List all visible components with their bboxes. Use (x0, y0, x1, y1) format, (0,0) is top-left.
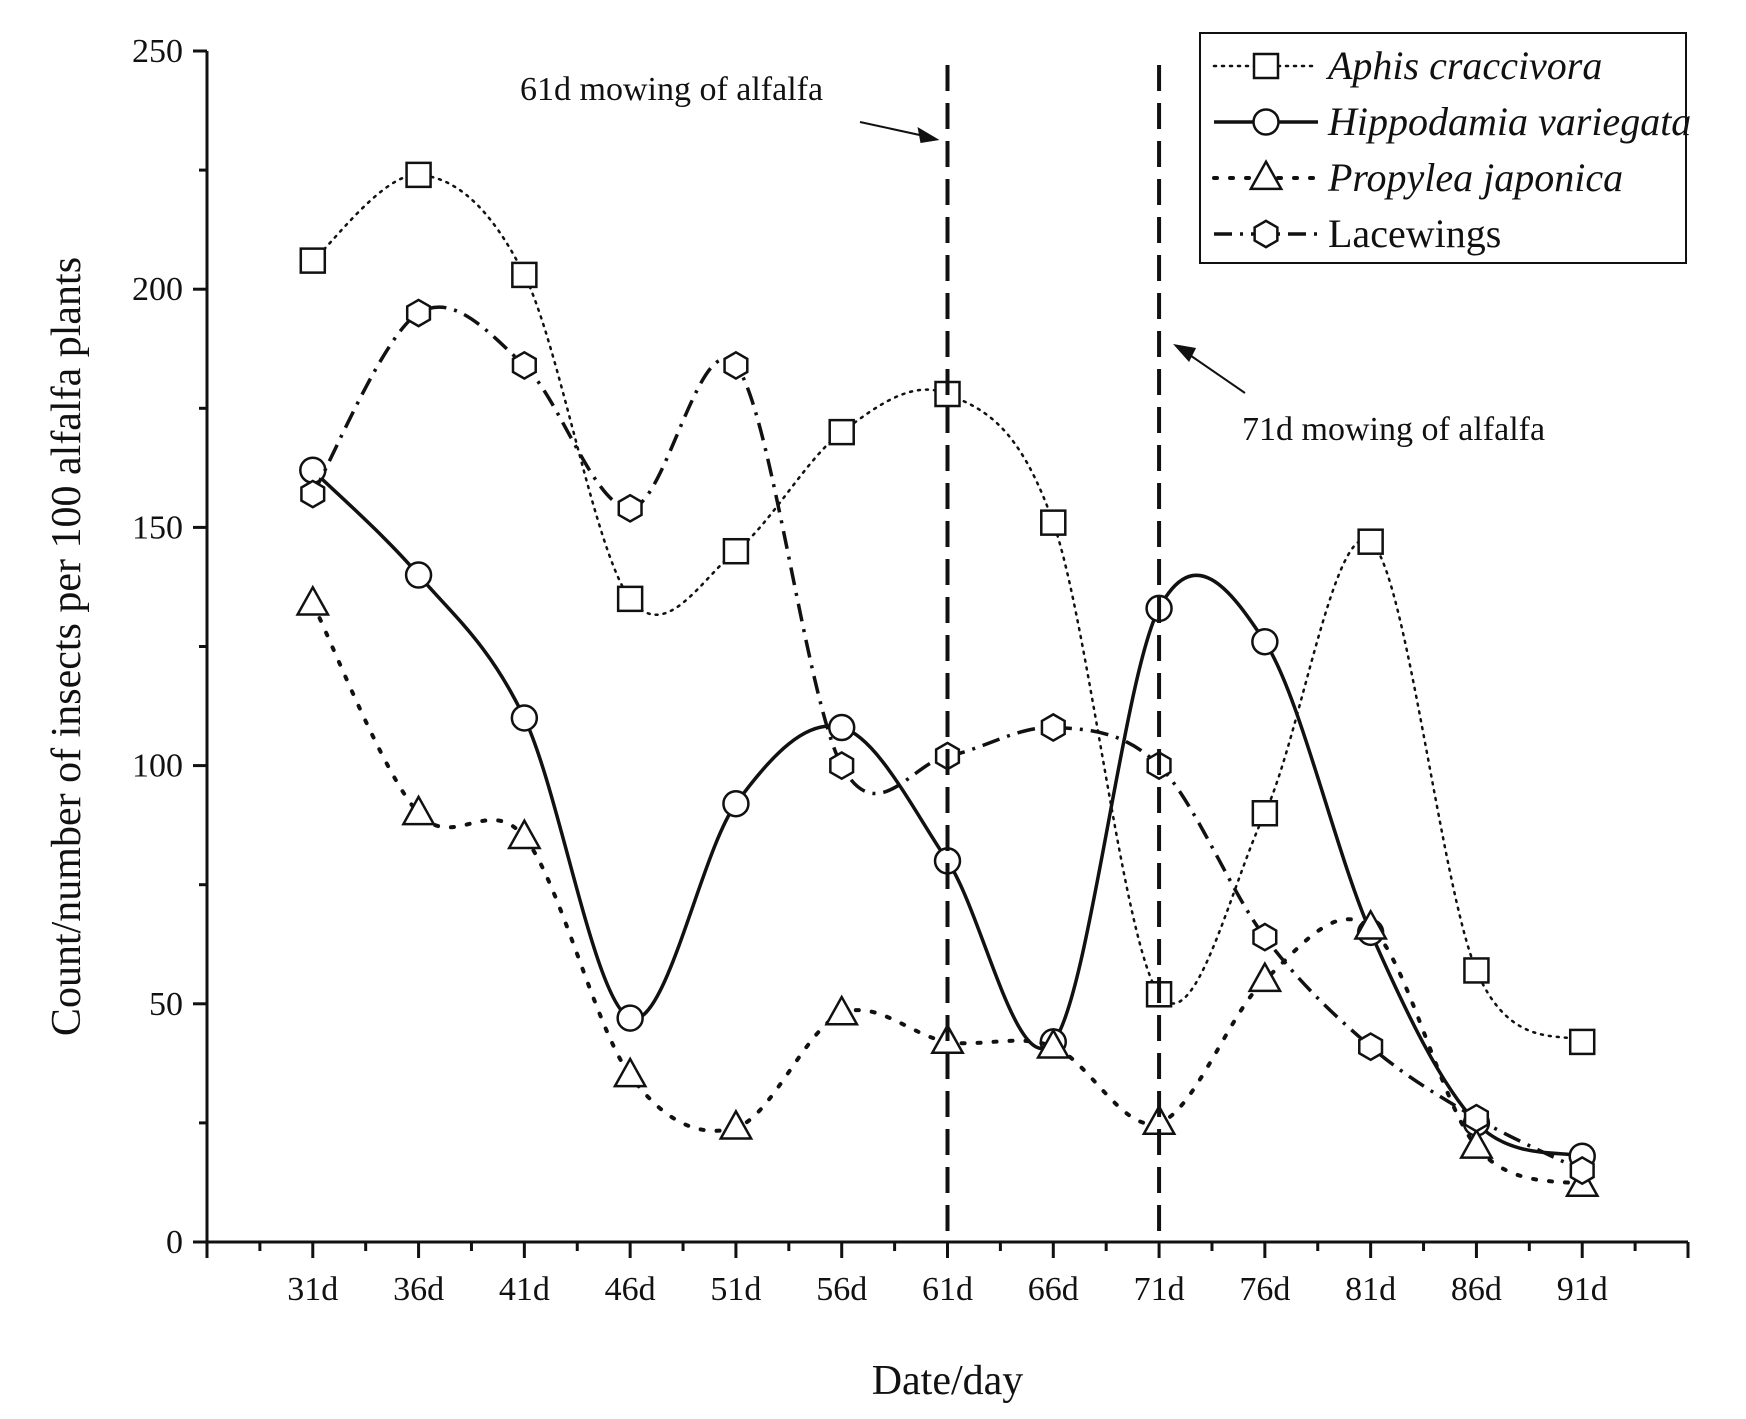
x-tick-label: 51d (710, 1271, 761, 1308)
x-tick-label: 66d (1028, 1271, 1079, 1308)
data-point-lacewings (1463, 1103, 1490, 1133)
data-point-lacewings (617, 493, 643, 523)
x-tick-label: 41d (499, 1271, 550, 1308)
data-point-aphis-craccivora (299, 247, 327, 274)
data-point-aphis-craccivora (1357, 528, 1384, 555)
data-point-aphis-craccivora (511, 261, 538, 289)
legend-label-propylea-japonica: Propylea japonica (1327, 155, 1623, 200)
data-point-propylea-japonica (401, 794, 436, 826)
data-point-hippodamia-variegata (827, 713, 856, 742)
data-point-propylea-japonica (824, 994, 860, 1026)
data-point-lacewings (829, 751, 855, 781)
data-point-lacewings (300, 479, 326, 509)
x-axis-title: Date/day (872, 1358, 1024, 1404)
annotation-label: 71d mowing of alfalfa (1242, 411, 1545, 448)
data-point-aphis-craccivora (1568, 1028, 1596, 1056)
legend-marker-aphis-craccivora (1252, 52, 1280, 80)
x-tick-label: 61d (922, 1271, 973, 1308)
x-tick-label: 46d (605, 1271, 656, 1308)
data-point-lacewings (723, 350, 749, 380)
data-point-lacewings (405, 298, 432, 328)
annotations: 61d mowing of alfalfa 71d mowing of alfal… (520, 65, 1545, 1242)
x-tick-label: 31d (287, 1271, 338, 1308)
data-point-propylea-japonica (507, 818, 542, 850)
data-point-hippodamia-variegata (404, 561, 433, 589)
data-point-hippodamia-variegata (616, 1004, 644, 1032)
x-tick-label: 91d (1557, 1271, 1608, 1308)
x-tick-label: 81d (1345, 1271, 1396, 1308)
data-point-propylea-japonica (612, 1056, 648, 1088)
x-tick-label: 71d (1134, 1271, 1185, 1308)
data-point-lacewings (1569, 1155, 1595, 1186)
data-point-aphis-craccivora (1463, 957, 1490, 984)
y-tick-label: 100 (132, 748, 183, 785)
legend-marker-propylea-japonica (1248, 159, 1284, 191)
data-point-hippodamia-variegata (1251, 628, 1279, 656)
data-point-propylea-japonica (1035, 1027, 1071, 1059)
axes: 0 50 100 150 200 250 31d 36d 41d 46d 51d 56d 61d 66d 7… (44, 33, 1690, 1404)
data-point-aphis-craccivora (1251, 799, 1279, 827)
data-point-lacewings (511, 350, 537, 380)
y-axis-title: Count/number of insects per 100 alfalfa … (44, 257, 90, 1036)
data-point-propylea-japonica (295, 584, 331, 616)
legend-box (1199, 32, 1687, 264)
legend: Aphis craccivora Hippodamia variegata Prop… (1199, 32, 1691, 264)
y-tick-label: 50 (149, 986, 183, 1023)
data-point-aphis-craccivora (616, 585, 644, 613)
data-point-lacewings (1040, 712, 1066, 743)
legend-label-aphis-craccivora: Aphis craccivora (1325, 43, 1602, 88)
x-tick-label: 36d (393, 1271, 444, 1308)
x-tick-label: 56d (816, 1271, 867, 1308)
x-tick-label: 86d (1451, 1271, 1502, 1308)
series-line-propylea-japonica (310, 601, 1585, 1187)
legend-label-hippodamia-variegata: Hippodamia variegata (1327, 99, 1691, 144)
data-point-aphis-craccivora (405, 161, 432, 189)
series-layer (295, 161, 1600, 1197)
data-point-propylea-japonica (1353, 908, 1388, 940)
y-tick-label: 150 (132, 509, 183, 546)
legend-marker-hippodamia-variegata (1252, 108, 1280, 136)
data-point-lacewings (1358, 1032, 1384, 1062)
x-tick-label: 76d (1239, 1271, 1290, 1308)
series-line-hippodamia-variegata (311, 468, 1583, 1158)
legend-marker-lacewings (1253, 219, 1279, 249)
data-point-propylea-japonica (718, 1108, 754, 1140)
y-tick-label: 200 (132, 271, 183, 308)
y-tick-label: 0 (166, 1224, 183, 1261)
annotation-label: 61d mowing of alfalfa (520, 71, 823, 108)
data-point-aphis-craccivora (828, 418, 855, 446)
data-point-aphis-craccivora (1040, 509, 1067, 536)
data-point-aphis-craccivora (722, 537, 750, 565)
data-point-propylea-japonica (1459, 1127, 1494, 1159)
data-point-hippodamia-variegata (510, 704, 539, 732)
data-point-hippodamia-variegata (722, 789, 750, 818)
arrow-head (1173, 344, 1197, 362)
data-point-propylea-japonica (1247, 961, 1283, 993)
arrow-head (917, 127, 940, 143)
series-line-aphis-craccivora (311, 173, 1584, 1044)
legend-label-lacewings: Lacewings (1328, 211, 1501, 256)
y-tick-label: 250 (132, 33, 183, 70)
data-point-lacewings (1252, 922, 1278, 952)
